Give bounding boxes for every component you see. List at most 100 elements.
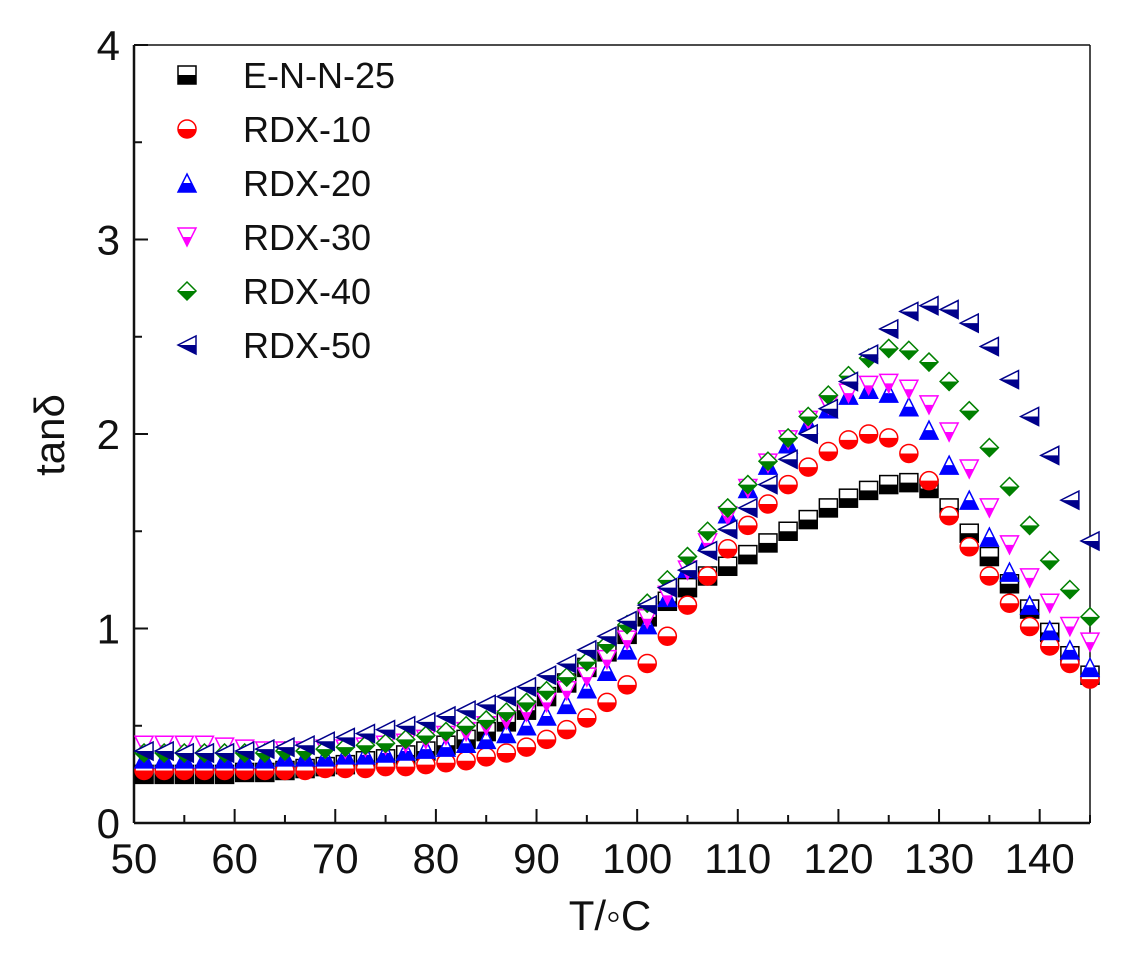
data-point (878, 428, 899, 448)
marker-fill (964, 469, 974, 479)
marker-fill (884, 383, 894, 393)
marker-fill (175, 752, 194, 762)
marker-fill (457, 710, 476, 720)
legend-marker (176, 280, 198, 302)
marker-fill (255, 749, 274, 759)
marker-fill (1000, 486, 1019, 496)
marker-fill (899, 453, 918, 463)
data-point (274, 736, 295, 758)
marker-fill (1000, 379, 1019, 389)
data-point (878, 318, 899, 340)
marker-fill (195, 758, 214, 768)
data-point (979, 546, 1000, 567)
marker-fill (1060, 649, 1079, 659)
marker-fill (899, 406, 918, 416)
data-point (737, 497, 758, 519)
marker-fill (658, 636, 677, 646)
data-point (476, 747, 496, 767)
data-point (556, 667, 577, 688)
data-point (677, 546, 698, 567)
marker-fill (904, 389, 914, 399)
marker-fill (758, 542, 777, 552)
marker-fill (195, 770, 214, 780)
data-point (577, 708, 597, 728)
data-point (818, 385, 839, 406)
x-tick-label: 50 (111, 835, 158, 882)
data-point (798, 457, 818, 477)
marker-fill (376, 766, 395, 776)
marker-fill (597, 671, 616, 681)
legend-marker (176, 334, 197, 356)
data-point (758, 533, 778, 553)
marker-fill (779, 459, 798, 469)
marker-fill (557, 704, 576, 714)
marker-fill (155, 770, 174, 780)
marker-fill (839, 439, 858, 449)
data-point (1039, 593, 1060, 614)
data-point (918, 351, 940, 373)
marker-fill (980, 447, 999, 457)
marker-fill (436, 731, 455, 741)
marker-fill (698, 531, 717, 541)
marker-fill (1020, 605, 1039, 615)
data-point (777, 449, 798, 470)
marker-fill (1060, 663, 1079, 673)
data-point (778, 427, 799, 448)
data-point (636, 594, 657, 616)
data-point (999, 561, 1020, 582)
data-point (476, 709, 497, 730)
marker-fill (980, 537, 999, 547)
data-point (637, 653, 657, 674)
data-point (516, 715, 537, 736)
legend-marker (177, 65, 197, 85)
data-point (837, 371, 859, 392)
marker-fill (178, 291, 196, 300)
data-point (717, 519, 738, 540)
data-point (979, 437, 1000, 458)
data-point (374, 719, 396, 740)
data-point (475, 728, 497, 750)
series-rdx-20 (133, 378, 1101, 769)
marker-fill (879, 348, 898, 358)
marker-fill (356, 754, 375, 764)
marker-fill (799, 434, 818, 443)
x-tick-label: 140 (1005, 835, 1075, 882)
data-point (456, 715, 477, 736)
data-point (496, 722, 517, 744)
data-point (536, 705, 557, 726)
data-point (858, 424, 879, 444)
data-point (838, 430, 859, 450)
data-point (697, 566, 718, 586)
marker-fill (940, 309, 959, 319)
marker-fill (859, 434, 878, 443)
marker-fill (879, 437, 898, 447)
marker-fill (436, 762, 455, 772)
data-point (778, 521, 798, 541)
data-point (475, 694, 496, 715)
marker-fill (356, 733, 375, 743)
x-tick-label: 110 (704, 835, 771, 882)
marker-fill (924, 404, 934, 414)
marker-fill (155, 758, 174, 768)
data-point (153, 740, 174, 762)
marker-fill (980, 556, 999, 566)
marker-fill (843, 393, 853, 403)
data-point (878, 474, 899, 495)
marker-fill (698, 550, 717, 560)
data-point (395, 715, 416, 736)
data-point (576, 639, 597, 661)
marker-fill (839, 381, 858, 391)
marker-fill (1085, 642, 1095, 652)
data-point (455, 732, 477, 754)
marker-fill (899, 350, 918, 360)
marker-fill (1081, 679, 1099, 689)
marker-fill (577, 688, 596, 698)
marker-fill (215, 770, 234, 780)
marker-fill (296, 751, 315, 761)
data-point (939, 505, 959, 526)
data-point (797, 423, 818, 445)
legend-item: E-N-N-25 (177, 55, 395, 96)
y-tick-label: 2 (97, 411, 120, 458)
marker-fill (1020, 525, 1039, 535)
marker-fill (758, 461, 777, 471)
